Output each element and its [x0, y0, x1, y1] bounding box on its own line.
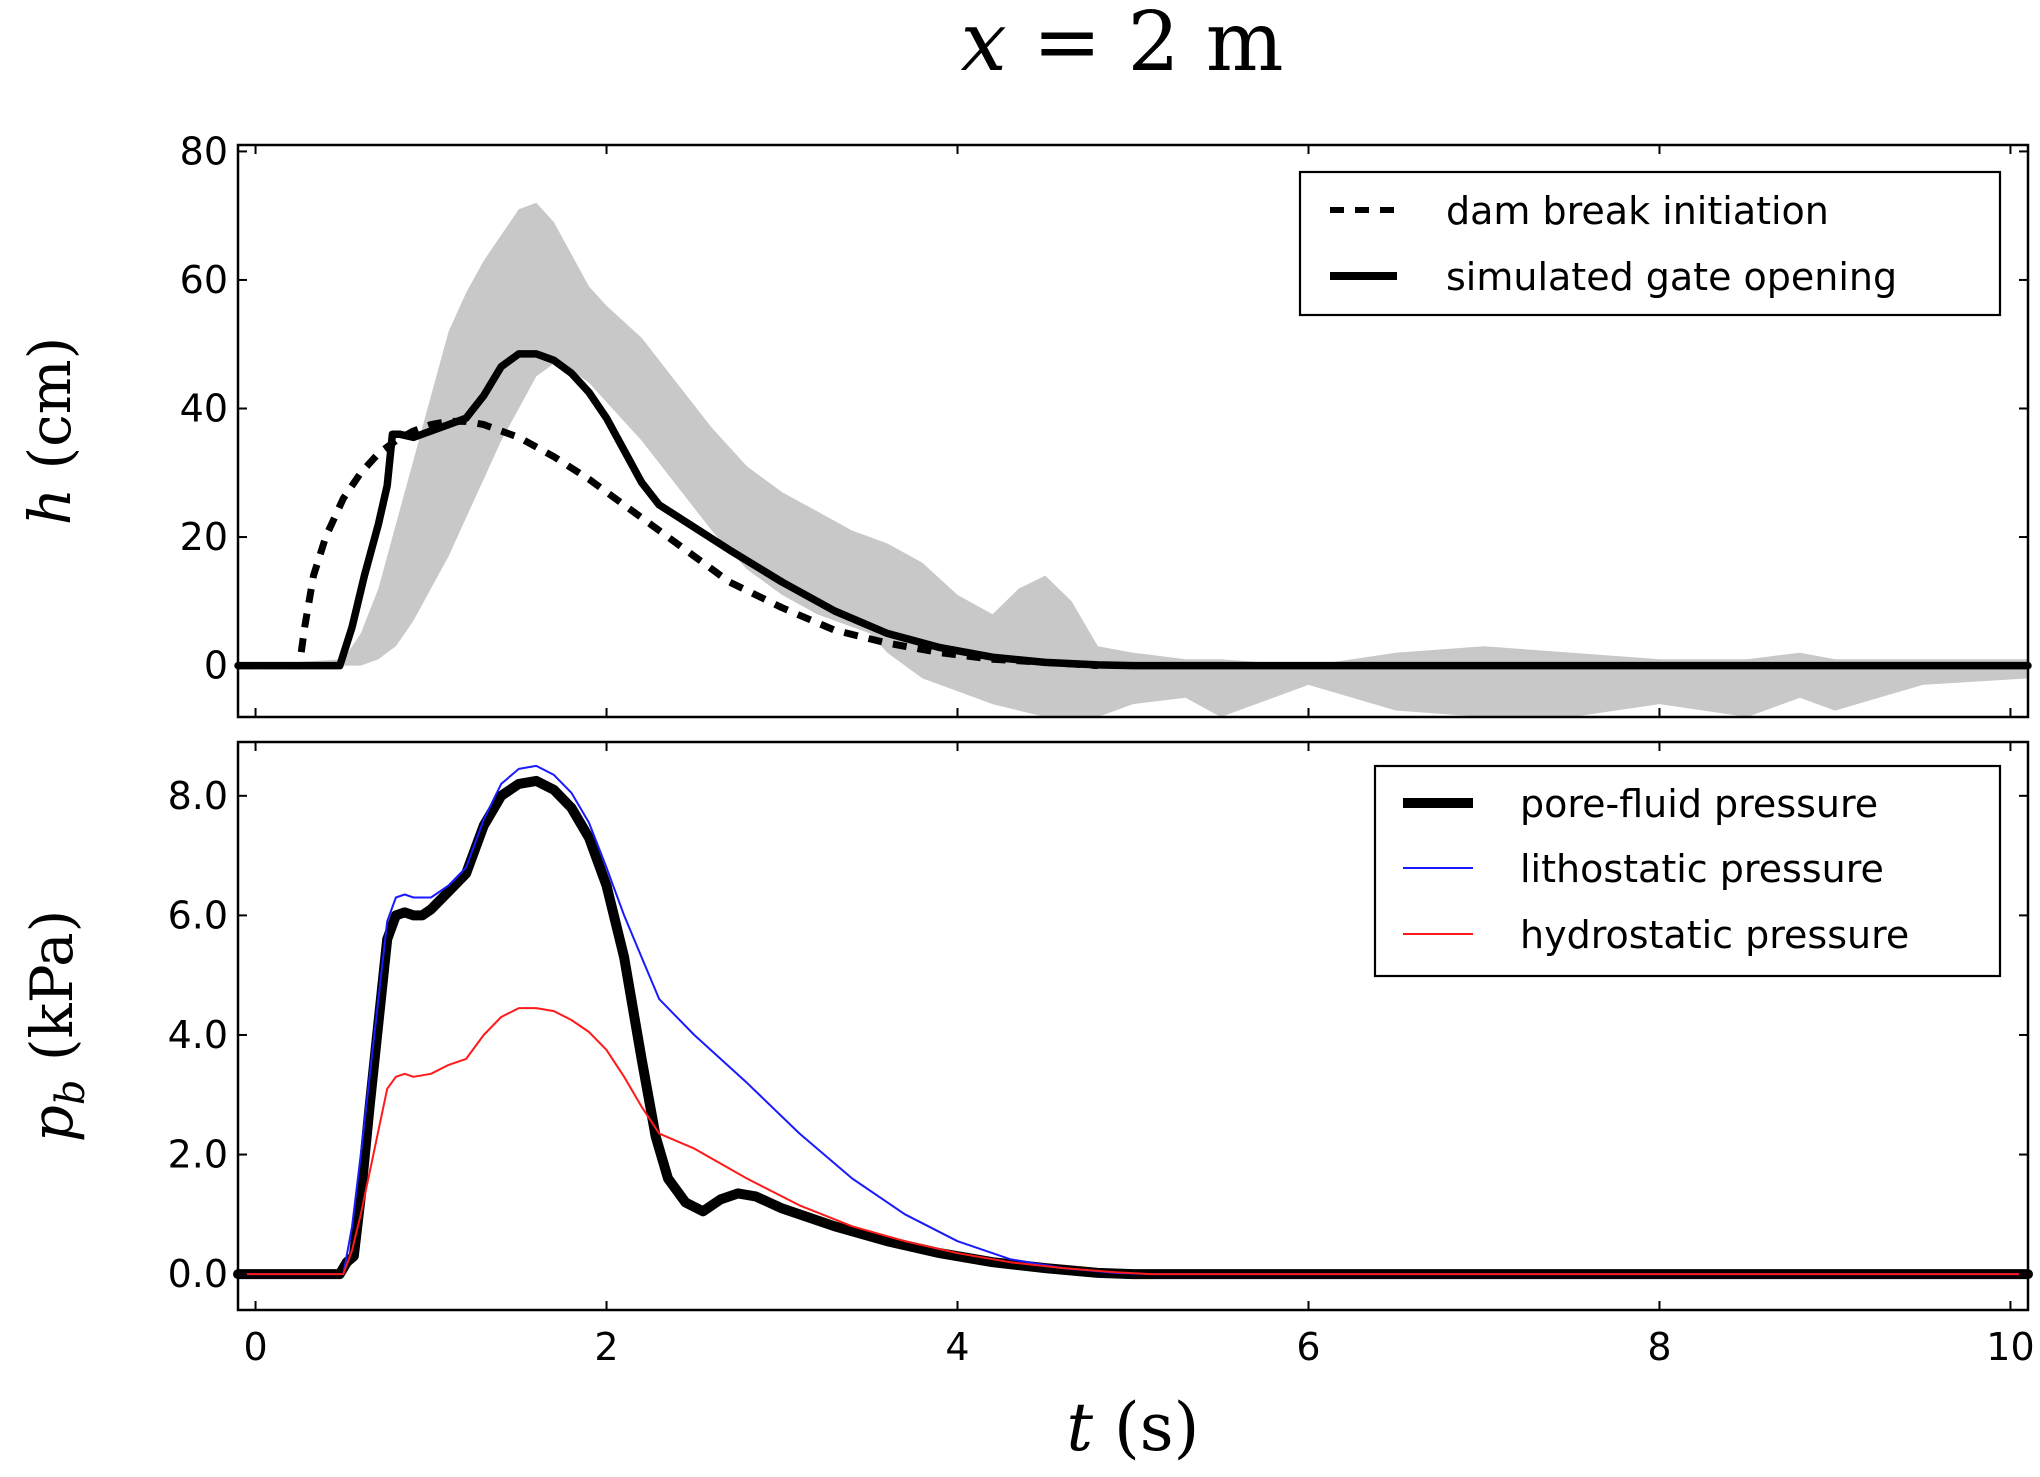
plot-frame: [236, 143, 2030, 719]
x-tick-label: 2: [594, 1325, 618, 1369]
series-line-pore-fluid-pressure: [233, 775, 2033, 1280]
panel-height: 0 20 40 60 80 h (cm) dam break initiation si…: [16, 129, 2032, 719]
legend: dam break initiation simulated gate open…: [1298, 170, 2002, 317]
figure-title: x = 2 m: [960, 0, 1283, 90]
legend: pore-fluid pressure lithostatic pressure…: [1373, 764, 2002, 978]
series-line-lithostatic-pressure: [237, 764, 2029, 1276]
legend-box: [1298, 170, 2002, 317]
panel-pressure: 0 2 4 6 8 10 0.0 2.0 4.0 6.0 8.0 pb (kPa) pore-flu…: [18, 740, 2035, 1369]
legend-label: simulated gate opening: [1446, 255, 1897, 299]
legend-box: [1373, 764, 2002, 978]
series-line-simulated-gate-opening: [234, 350, 2032, 670]
y-axis-label: pb (kPa): [18, 910, 94, 1143]
legend-label: pore-fluid pressure: [1520, 782, 1878, 826]
legend-label: dam break initiation: [1446, 189, 1829, 233]
y-tick-label: 60: [180, 258, 228, 302]
x-tick-label: 4: [945, 1325, 969, 1369]
axes-ticks: 0 20 40 60 80: [180, 129, 2028, 717]
x-tick-label: 6: [1296, 1325, 1320, 1369]
y-tick-label: 0: [204, 644, 228, 688]
series-layer: [234, 350, 2032, 670]
legend-label: lithostatic pressure: [1520, 847, 1884, 891]
series-layer: [233, 764, 2033, 1280]
y-tick-label: 20: [180, 515, 228, 559]
y-tick-label: 4.0: [168, 1013, 228, 1057]
y-tick-label: 80: [180, 129, 228, 173]
y-tick-label: 2.0: [168, 1133, 228, 1177]
y-axis-label: h (cm): [16, 337, 84, 526]
y-tick-label: 6.0: [168, 893, 228, 937]
x-tick-label: 0: [243, 1325, 267, 1369]
y-tick-label: 40: [180, 387, 228, 431]
series-line-hydrostatic-pressure: [237, 1007, 2029, 1276]
x-axis-label: t (s): [1067, 1389, 1200, 1466]
plot-frame: [236, 740, 2030, 1312]
axes-ticks: 0 2 4 6 8 10 0.0 2.0 4.0 6.0 8.0: [168, 742, 2035, 1369]
y-tick-label: 8.0: [168, 774, 228, 818]
x-tick-label: 8: [1647, 1325, 1671, 1369]
legend-label: hydrostatic pressure: [1520, 913, 1909, 957]
x-tick-label: 10: [1986, 1325, 2034, 1369]
y-tick-label: 0.0: [168, 1252, 228, 1296]
